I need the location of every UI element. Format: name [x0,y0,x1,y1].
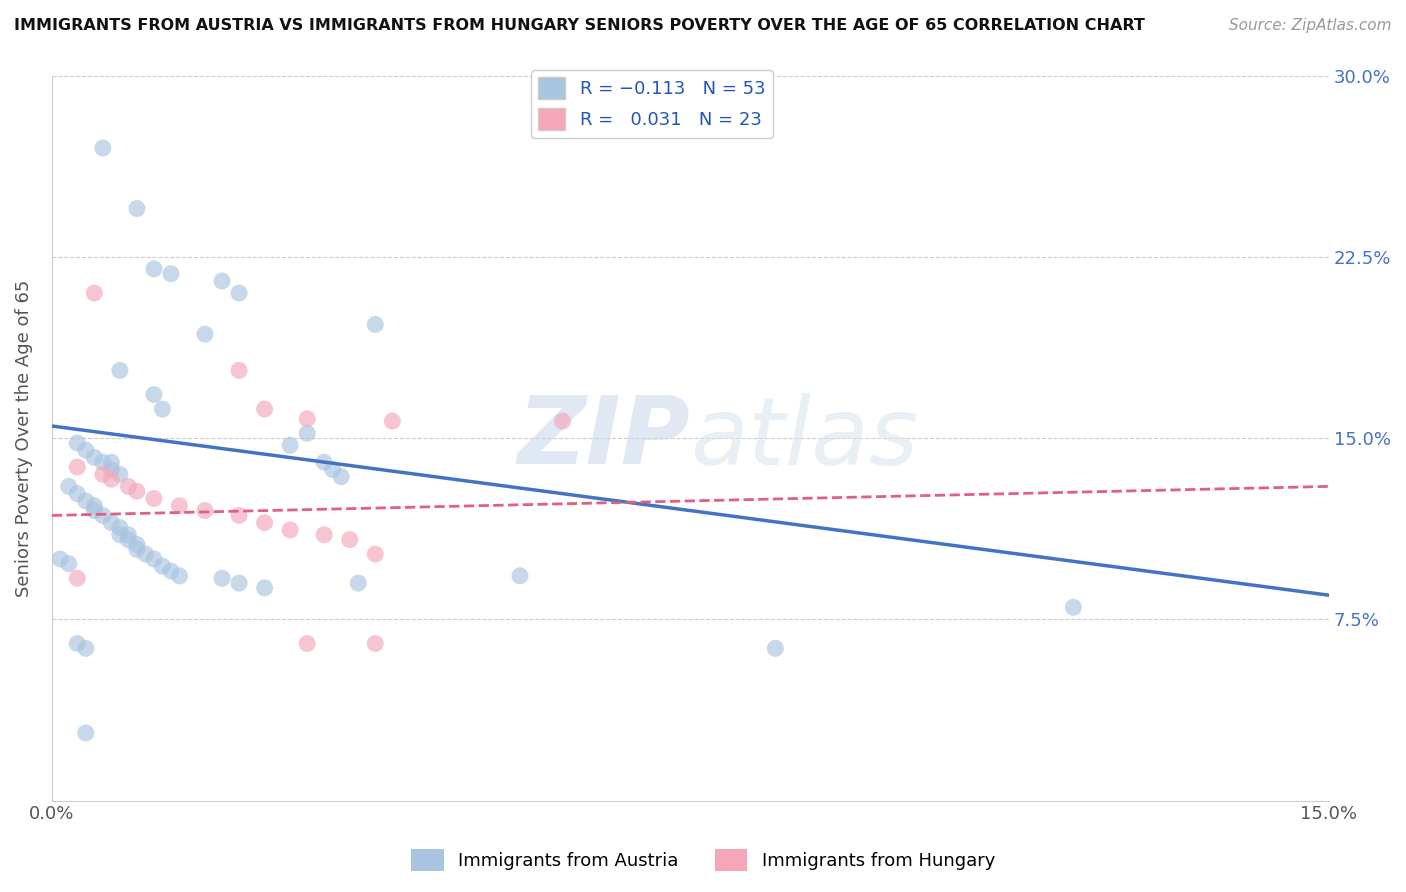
Point [100,516,122,530]
Point [100,455,122,469]
Point [91,141,114,155]
Point [75,494,97,508]
Point [364,318,387,332]
Point [125,542,148,557]
Legend: Immigrants from Austria, Immigrants from Hungary: Immigrants from Austria, Immigrants from… [404,842,1002,879]
Text: atlas: atlas [690,392,918,483]
Point [49,552,72,566]
Point [347,576,370,591]
Point [295,426,318,441]
Point [66,486,89,500]
Point [1062,600,1084,615]
Point [253,402,276,417]
Point [117,479,139,493]
Point [339,533,361,547]
Point [228,508,250,523]
Point [194,327,217,342]
Point [314,455,336,469]
Point [66,436,89,450]
Point [211,571,233,585]
Y-axis label: Seniors Poverty Over the Age of 65: Seniors Poverty Over the Age of 65 [15,279,32,597]
Point [100,472,122,486]
Point [83,450,105,465]
Point [142,261,165,276]
Point [58,557,80,571]
Point [91,508,114,523]
Point [108,527,131,541]
Point [108,467,131,482]
Point [551,414,574,428]
Point [125,537,148,551]
Point [295,411,318,425]
Point [66,460,89,475]
Point [117,533,139,547]
Text: Source: ZipAtlas.com: Source: ZipAtlas.com [1229,18,1392,33]
Text: ZIP: ZIP [517,392,690,484]
Point [509,569,531,583]
Point [83,499,105,513]
Point [253,516,276,530]
Point [125,202,148,216]
Point [134,547,156,561]
Point [83,503,105,517]
Point [364,636,387,650]
Point [91,455,114,469]
Point [228,286,250,301]
Point [322,462,344,476]
Point [75,641,97,656]
Point [330,469,353,483]
Point [253,581,276,595]
Point [194,503,217,517]
Legend: R = −0.113   N = 53, R =   0.031   N = 23: R = −0.113 N = 53, R = 0.031 N = 23 [531,70,773,137]
Point [228,363,250,377]
Point [108,363,131,377]
Point [169,569,191,583]
Point [142,387,165,401]
Point [211,274,233,288]
Point [152,402,174,417]
Point [295,636,318,650]
Point [278,438,301,452]
Point [117,527,139,541]
Point [160,267,183,281]
Point [142,491,165,506]
Point [75,443,97,458]
Point [83,286,105,301]
Point [100,462,122,476]
Point [228,576,250,591]
Point [152,559,174,574]
Point [314,527,336,541]
Point [160,564,183,578]
Point [278,523,301,537]
Point [381,414,404,428]
Point [66,571,89,585]
Point [125,484,148,499]
Text: IMMIGRANTS FROM AUSTRIA VS IMMIGRANTS FROM HUNGARY SENIORS POVERTY OVER THE AGE : IMMIGRANTS FROM AUSTRIA VS IMMIGRANTS FR… [14,18,1144,33]
Point [169,499,191,513]
Point [142,552,165,566]
Point [58,479,80,493]
Point [75,726,97,740]
Point [763,641,786,656]
Point [108,520,131,534]
Point [364,547,387,561]
Point [91,467,114,482]
Point [66,636,89,650]
